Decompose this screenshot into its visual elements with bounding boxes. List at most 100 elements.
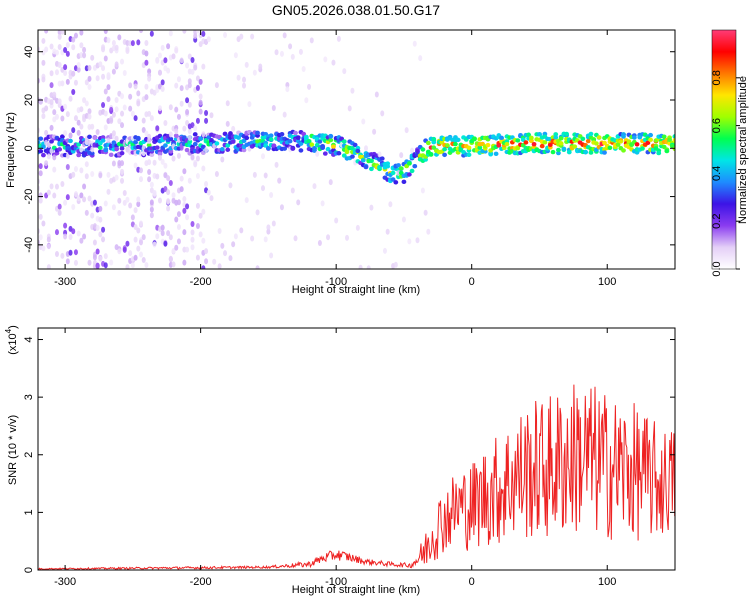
spectrogram-noise-cell — [157, 69, 162, 76]
spectrogram-noise-cell — [139, 220, 144, 227]
spectrogram-noise-cell — [195, 155, 200, 162]
spectrogram-noise-cell — [401, 216, 406, 223]
spectrogram-noise-cell — [204, 117, 209, 124]
spectrogram-noise-cell — [130, 214, 135, 221]
spectrogram-cell — [59, 134, 65, 139]
x-tick-label: 0 — [469, 576, 475, 588]
spectrogram-cell — [103, 147, 109, 153]
spectrogram-noise-cell — [144, 83, 149, 90]
spectrogram-noise-cell — [92, 239, 97, 246]
spectrogram-cell — [146, 142, 152, 148]
spectrogram-noise-cell — [54, 113, 59, 120]
spectrogram-noise-cell — [149, 30, 154, 37]
spectrogram-noise-cell — [201, 131, 206, 138]
spectrogram-cell — [588, 131, 594, 137]
spectrogram-cell — [539, 143, 545, 149]
spectrogram-noise-cell — [271, 104, 276, 111]
spectrogram-noise-cell — [103, 30, 108, 34]
spectrogram-noise-cell — [206, 36, 211, 43]
spectrogram-cell — [200, 144, 206, 150]
spectrogram-noise-cell — [57, 44, 62, 51]
snr-xlabel: Height of straight line (km) — [292, 584, 420, 596]
spectrogram-noise-cell — [79, 42, 84, 49]
spectrogram-cell — [472, 136, 477, 142]
spectrogram-noise-cell — [171, 192, 176, 199]
spectrogram-cell — [168, 149, 174, 154]
colorbar-tick-label: 0.8 — [711, 70, 723, 85]
spectrogram-noise-cell — [65, 42, 70, 49]
spectrogram-noise-cell — [160, 79, 165, 86]
spectrogram-cell — [420, 147, 426, 152]
spectrogram-noise-cell — [228, 182, 233, 189]
spectrogram-noise-cell — [160, 86, 165, 93]
spectrogram-cell — [482, 149, 488, 154]
spectrogram-noise-cell — [103, 200, 108, 207]
spectrogram-noise-cell — [147, 137, 152, 144]
spectrogram-cell — [341, 139, 347, 144]
spectrogram-noise-cell — [271, 220, 276, 227]
spectrogram-noise-cell — [122, 246, 127, 253]
spectrogram-noise-cell — [109, 259, 114, 266]
spectrogram-x-ticks: -300 -200 -100 0 100 — [54, 30, 616, 288]
spectrogram-noise-cell — [168, 255, 173, 262]
spectrogram-noise-cell — [73, 249, 78, 256]
spectrogram-noise-cell — [407, 238, 412, 245]
spectrogram-cell — [244, 135, 250, 141]
spectrogram-noise-cell — [214, 170, 219, 177]
spectrogram-noise-cell — [103, 262, 108, 269]
spectrogram-noise-cell — [76, 61, 81, 68]
spectrogram-noise-cell — [101, 236, 106, 243]
spectrogram-noise-cell — [106, 37, 111, 44]
spectrogram-cell — [133, 140, 138, 145]
spectrogram-cell — [328, 134, 334, 139]
spectrogram-cell — [656, 150, 662, 156]
spectrogram-cell — [369, 158, 374, 164]
spectrogram-cell — [154, 145, 160, 150]
spectrogram-cell — [466, 145, 472, 151]
spectrogram-cell — [621, 148, 626, 153]
x-tick-label: 0 — [469, 276, 475, 288]
spectrogram-noise-cell — [57, 62, 62, 69]
spectrogram-noise-cell — [190, 229, 195, 236]
spectrogram-cell — [163, 143, 168, 148]
spectrogram-noise-cell — [255, 209, 260, 216]
spectrogram-cell — [236, 135, 241, 140]
spectrogram-noise-cell — [223, 250, 228, 257]
spectrogram-noise-cell — [279, 204, 284, 211]
spectrogram-noise-cell — [90, 123, 95, 130]
spectrogram-noise-cell — [101, 73, 106, 80]
spectrogram-noise-cell — [382, 247, 387, 254]
spectrogram-cell — [325, 146, 331, 152]
spectrogram-cell — [466, 152, 472, 158]
spectrogram-noise-cell — [52, 109, 57, 116]
spectrogram-noise-cell — [290, 187, 295, 194]
spectrogram-cell — [70, 149, 76, 154]
spectrogram-noise-cell — [87, 64, 92, 71]
spectrogram-cell — [558, 136, 564, 141]
spectrogram-noise-cell — [166, 198, 171, 205]
spectrogram-noise-cell — [117, 197, 122, 204]
spectrogram-noise-cell — [174, 128, 179, 135]
spectrogram-noise-cell — [244, 197, 249, 204]
spectrogram-noise-cell — [144, 59, 149, 66]
spectrogram-noise-cell — [84, 173, 89, 180]
spectrogram-noise-cell — [423, 209, 428, 216]
spectrogram-noise-cell — [125, 240, 130, 247]
spectrogram-noise-cell — [73, 79, 78, 86]
spectrogram-noise-cell — [426, 228, 431, 235]
spectrogram-cell — [406, 172, 412, 177]
spectrogram-cell — [485, 142, 491, 148]
spectrogram-y-ticks: -40 -20 0 20 40 — [23, 46, 675, 253]
spectrogram-cell — [309, 142, 315, 147]
spectrogram-cell — [634, 150, 640, 155]
spectrogram-noise-cell — [168, 180, 173, 187]
spectrogram-noise-cell — [60, 180, 65, 187]
spectrogram-cell — [561, 146, 567, 152]
spectrogram-noise-cell — [176, 199, 181, 206]
spectrogram-noise-cell — [65, 163, 70, 170]
spectrogram-noise-cell — [130, 262, 135, 269]
spectrogram-cell — [425, 140, 431, 146]
spectrogram-noise-cell — [225, 120, 230, 127]
spectrogram-cell — [583, 149, 588, 155]
spectrogram-noise-cell — [239, 227, 244, 234]
